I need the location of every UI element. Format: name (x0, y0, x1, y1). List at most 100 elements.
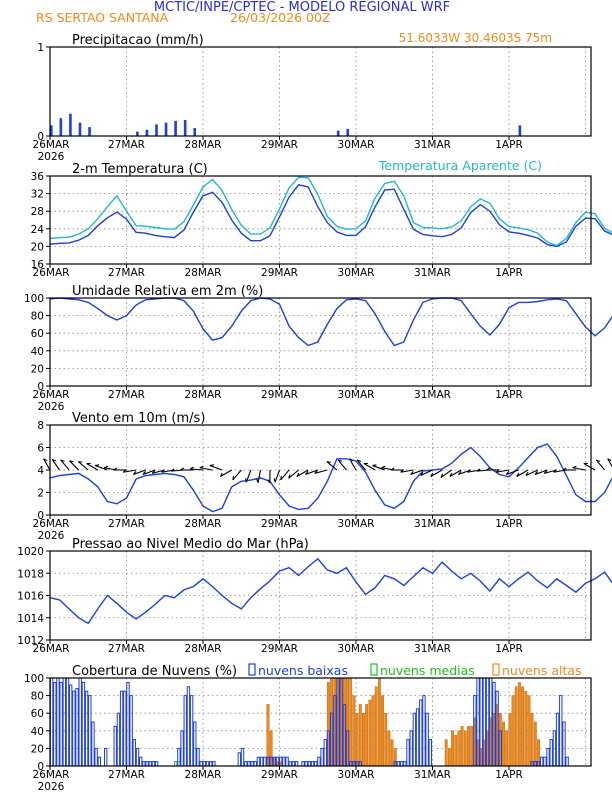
precip-bar (346, 129, 349, 136)
cloud-bar-nuvens-altas (375, 687, 377, 766)
wind-vector (87, 464, 98, 471)
cloud-bar-nuvens-baixas (407, 740, 409, 766)
cloud-bar-nuvens-baixas (260, 757, 262, 766)
x-tick-label: 27MAR (108, 389, 145, 401)
run-label: 26/03/2026 00Z (230, 10, 331, 25)
wind-vector-head (200, 466, 204, 467)
x-year-label: 2026 (38, 781, 65, 792)
cloud-bar-nuvens-baixas (286, 757, 288, 766)
cloud-bar-nuvens-altas (470, 726, 472, 766)
wind-vector-head (95, 465, 99, 466)
cloud-bar-nuvens-baixas (308, 762, 310, 766)
cloud-bar-nuvens-baixas (241, 748, 243, 766)
cloud-bar-nuvens-baixas (429, 740, 431, 766)
y-tick-label: 6 (37, 443, 44, 455)
precip-bar (519, 125, 522, 136)
x-tick-label: 27MAR (108, 267, 145, 279)
wind-vector-head (274, 478, 275, 482)
wind-vector-head (246, 478, 247, 482)
precip-bar (60, 118, 63, 136)
cloud-bar-nuvens-baixas (289, 762, 291, 766)
location-label: RS SERTAO SANTANA (36, 10, 169, 25)
wind-vector (52, 459, 59, 470)
cloud-bar-nuvens-baixas (420, 700, 422, 766)
cloud-bar-nuvens-altas (461, 726, 463, 766)
cloud-bar-nuvens-altas (388, 731, 390, 766)
x-tick-label: 31MAR (414, 139, 451, 151)
cloud-bar-nuvens-baixas (155, 762, 157, 766)
legend-item-2: nuvens altas (502, 663, 582, 678)
cloud-bar-nuvens-altas (381, 696, 383, 766)
legend-item-0: nuvens baixas (258, 663, 348, 678)
cloud-bar-nuvens-baixas (54, 682, 56, 766)
cloud-bar-nuvens-baixas (95, 748, 97, 766)
cloud-bar-nuvens-baixas (416, 709, 418, 766)
cloud-bar-nuvens-baixas (73, 691, 75, 766)
cloud-bar-nuvens-baixas (563, 722, 565, 766)
series-line-umidade-relativa (50, 298, 612, 346)
cloud-bar-nuvens-baixas (404, 762, 406, 766)
y-tick-label: 24 (31, 224, 45, 236)
x-year-label: 2026 (38, 401, 65, 413)
cloud-bar-nuvens-altas (509, 713, 511, 766)
x-tick-label: 30MAR (338, 643, 375, 655)
x-tick-label: 1APR (495, 643, 523, 655)
wind-vector-head (327, 462, 331, 463)
y-tick-label: 8 (37, 420, 44, 432)
precip-bar (337, 131, 340, 136)
cloud-bar-nuvens-baixas (181, 731, 183, 766)
cloud-bar-nuvens-baixas (315, 762, 317, 766)
cloud-bar-nuvens-medias (175, 762, 177, 766)
cloud-bar-nuvens-baixas (69, 685, 71, 766)
cloud-bar-nuvens-altas (515, 687, 517, 766)
cloud-bar-nuvens-baixas (146, 762, 148, 766)
x-tick-label: 30MAR (338, 769, 375, 781)
x-tick-label: 31MAR (414, 518, 451, 530)
x-tick-label: 28MAR (185, 769, 222, 781)
cloud-bar-nuvens-baixas (114, 726, 116, 766)
cloud-bar-nuvens-baixas (400, 762, 402, 766)
cloud-bar-nuvens-baixas (143, 762, 145, 766)
y-tick-label: 1018 (17, 568, 44, 580)
x-tick-label: 29MAR (261, 518, 298, 530)
y-tick-label: 80 (31, 311, 44, 323)
cloud-bar-nuvens-baixas (194, 722, 196, 766)
panel-title: Umidade Relativa em 2m (%) (72, 284, 263, 299)
cloud-bar-nuvens-baixas (66, 678, 68, 766)
legend-apparent-temp: Temperatura Aparente (C) (378, 158, 542, 173)
panel-title: Vento em 10m (m/s) (72, 411, 205, 426)
y-tick-label: 100 (24, 293, 44, 305)
precip-bar (174, 121, 177, 136)
y-tick-label: 40 (31, 726, 44, 738)
cloud-bar-nuvens-baixas (197, 748, 199, 766)
cloud-bar-nuvens-baixas (540, 757, 542, 766)
x-tick-label: 28MAR (185, 518, 222, 530)
series-line-vento-10m (50, 444, 612, 512)
wind-vector-head (210, 465, 214, 466)
x-tick-label: 31MAR (414, 389, 451, 401)
cloud-bar-nuvens-baixas (295, 762, 297, 766)
precip-bar (165, 123, 168, 136)
cloud-bar-nuvens-baixas (203, 762, 205, 766)
wind-vector-head (233, 476, 234, 480)
cloud-bar-nuvens-baixas (311, 762, 313, 766)
x-tick-label: 27MAR (108, 643, 145, 655)
cloud-bar-nuvens-altas (502, 722, 504, 766)
cloud-bar-nuvens-altas (369, 700, 371, 766)
cloud-bar-nuvens-altas (531, 713, 533, 766)
cloud-bar-nuvens-baixas (292, 762, 294, 766)
cloud-bar-nuvens-baixas (324, 740, 326, 766)
coords-label: 51.6033W 30.4603S 75m (399, 31, 552, 45)
precip-bar (136, 132, 139, 136)
legend-swatch-2 (493, 664, 499, 675)
x-tick-label: 30MAR (338, 389, 375, 401)
wind-vector-head (381, 466, 385, 467)
y-tick-label: 28 (31, 206, 44, 218)
x-tick-label: 29MAR (261, 389, 298, 401)
y-tick-label: 4 (37, 465, 44, 477)
cloud-bar-nuvens-baixas (302, 762, 304, 766)
